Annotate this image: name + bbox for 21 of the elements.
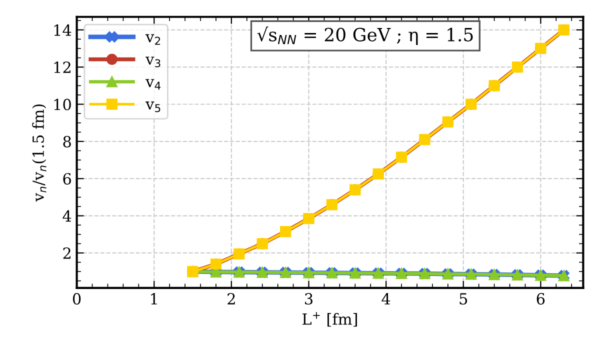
annotation: √s$_{NN}$ = 20 GeV ; η = 1.5 bbox=[257, 26, 473, 45]
y-tick-label: 8 bbox=[63, 136, 71, 148]
x-axis-title: L$^{+}$ [fm] bbox=[302, 312, 357, 327]
legend-label: v$_{5}$ bbox=[146, 102, 160, 112]
y-tick-label: 2 bbox=[63, 247, 70, 259]
legend-label: v$_{4}$ bbox=[146, 79, 161, 90]
y-axis-title: v$_{n}$/v$_{n}$(1.5 fm) bbox=[32, 104, 46, 202]
y-tick-label: 6 bbox=[63, 173, 71, 185]
x-tick-label: 6 bbox=[536, 293, 545, 305]
x-tick-label: 4 bbox=[382, 293, 390, 304]
y-tick-label: 10 bbox=[54, 98, 71, 110]
x-tick-label: 0 bbox=[72, 293, 81, 305]
y-tick-label: 4 bbox=[62, 210, 72, 222]
y-tick-label: 14 bbox=[54, 24, 72, 36]
legend-label: v$_{2}$ bbox=[146, 34, 160, 45]
x-tick-label: 1 bbox=[151, 293, 157, 304]
y-tick-label: 12 bbox=[54, 62, 70, 73]
legend-label: v$_{3}$ bbox=[146, 56, 160, 68]
x-tick-label: 2 bbox=[228, 293, 235, 304]
x-tick-label: 5 bbox=[460, 293, 468, 305]
x-tick-label: 3 bbox=[305, 293, 312, 305]
